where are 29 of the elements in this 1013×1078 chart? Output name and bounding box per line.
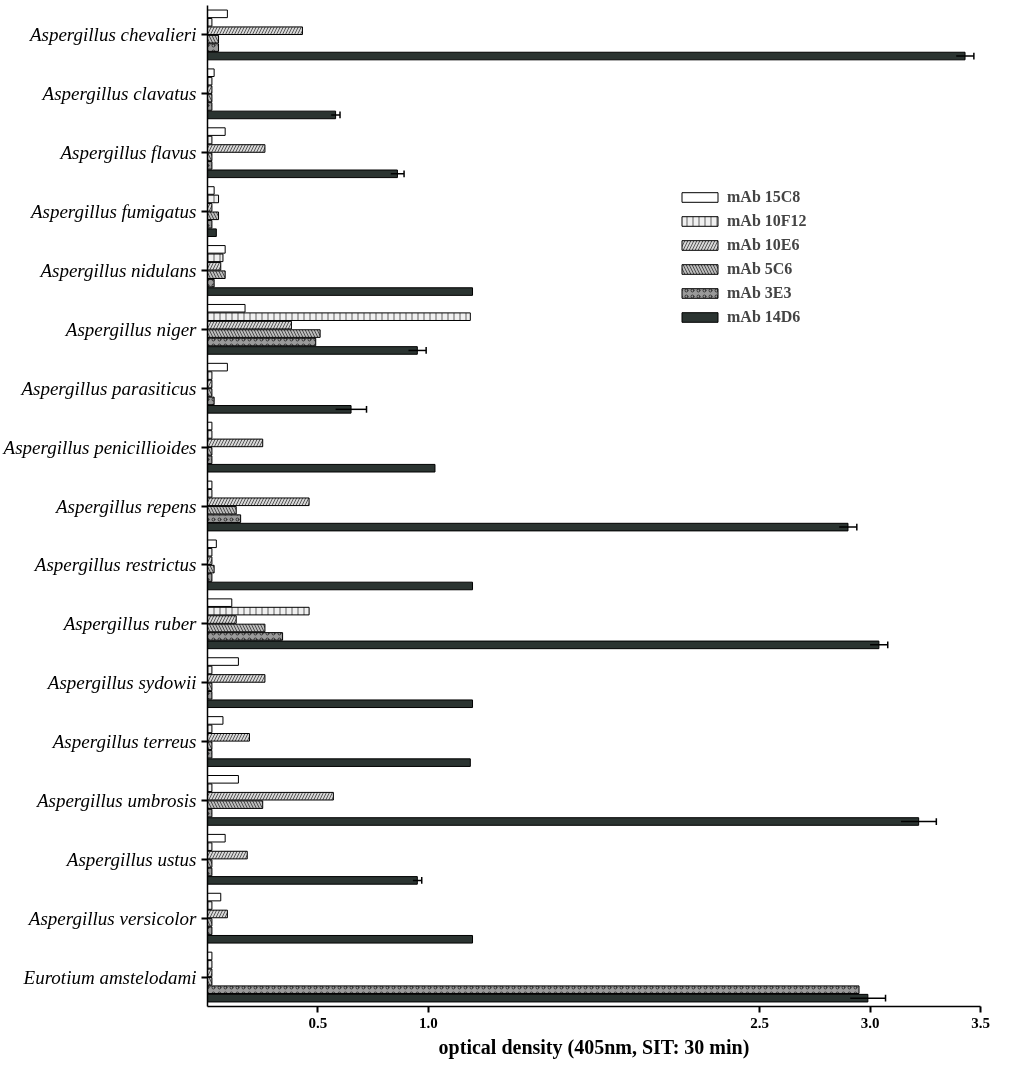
x-tick-label: 0.5 <box>308 1014 328 1031</box>
x-tick-label: 3.0 <box>860 1014 880 1031</box>
y-tick-label: Aspergillus niger <box>63 318 198 340</box>
y-tick-label: Aspergillus parasiticus <box>19 377 197 399</box>
x-tick-label: 2.5 <box>750 1014 770 1031</box>
y-tick-label: Aspergillus flavus <box>58 142 197 164</box>
y-tick-label: Aspergillus restrictus <box>32 554 197 576</box>
y-tick-label: Aspergillus chevalieri <box>27 24 197 46</box>
legend-label: mAb 14D6 <box>727 308 801 326</box>
y-tick-label: Aspergillus repens <box>53 495 197 517</box>
y-tick-label: Aspergillus ustus <box>64 848 197 870</box>
y-tick-label: Aspergillus sydowii <box>45 672 197 694</box>
y-tick-label: Aspergillus fumigatus <box>28 201 197 223</box>
y-tick-label: Aspergillus umbrosis <box>34 789 197 811</box>
y-tick-label: Aspergillus nidulans <box>38 259 197 281</box>
y-tick-label: Aspergillus penicillioides <box>1 436 197 458</box>
y-tick-label: Eurotium amstelodami <box>22 966 197 988</box>
legend-label: mAb 5C6 <box>727 260 793 278</box>
y-tick-label: Aspergillus versicolor <box>26 907 198 929</box>
y-tick-label: Aspergillus ruber <box>61 613 198 635</box>
legend-label: mAb 10E6 <box>727 236 800 254</box>
x-tick-label: 1.0 <box>418 1014 438 1031</box>
legend-label: mAb 10F12 <box>727 212 807 230</box>
legend-label: mAb 3E3 <box>727 284 792 302</box>
y-tick-label: Aspergillus clavatus <box>40 83 197 105</box>
x-tick-label: 3.5 <box>971 1014 990 1031</box>
y-tick-label: Aspergillus terreus <box>50 731 197 753</box>
x-axis-title: optical density (405nm, SIT: 30 min) <box>438 1035 750 1059</box>
legend-label: mAb 15C8 <box>727 188 801 206</box>
